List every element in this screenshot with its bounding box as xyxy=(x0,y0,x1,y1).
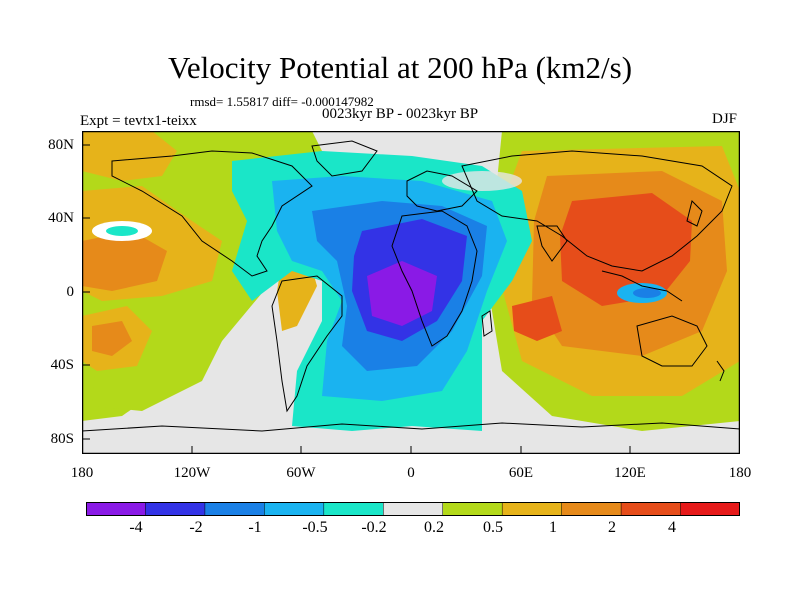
colorbar-cell xyxy=(561,502,622,516)
colorbar-cell xyxy=(680,502,740,516)
colorbar-label: -4 xyxy=(129,519,143,536)
x-label-60e: 60E xyxy=(508,465,534,481)
colorbar-label: 4 xyxy=(668,519,676,536)
colorbar-cell xyxy=(501,502,563,516)
y-label-80s: 80S xyxy=(50,431,74,447)
neutral-patch-europe xyxy=(442,171,522,191)
colorbar-label: -1 xyxy=(248,519,262,536)
colorbar-label: -0.2 xyxy=(361,519,387,536)
contour-1-2-west xyxy=(82,231,167,291)
stats-label: rmsd= 1.55817 diff= -0.000147982 xyxy=(190,94,374,109)
x-label-180e: 180 xyxy=(728,465,752,481)
colorbar-cell xyxy=(204,502,266,516)
contour-2-4-indian xyxy=(512,296,562,341)
colorbar-label: -0.5 xyxy=(302,519,328,536)
period-label: 0023kyr BP - 0023kyr BP xyxy=(322,106,479,122)
y-label-40s: 40S xyxy=(50,357,74,373)
y-label-40n: 40N xyxy=(48,210,74,226)
contour-0-5-northwest xyxy=(82,131,177,181)
contour-2-4-east xyxy=(560,193,692,306)
colorbar-label: 0.2 xyxy=(424,519,444,536)
colorbar-cell xyxy=(86,502,147,516)
deep-patch-indonesia xyxy=(633,288,661,298)
colorbar-cell xyxy=(442,502,503,516)
axis-ticks xyxy=(82,144,631,454)
colorbar-cell xyxy=(383,502,444,516)
x-label-120w: 120W xyxy=(173,465,211,481)
x-label-180w: 180 xyxy=(70,465,94,481)
season-label: DJF xyxy=(712,111,738,127)
world-coastline-map xyxy=(82,140,740,432)
colorbar-cell xyxy=(145,502,206,516)
colorbar-label: 1 xyxy=(549,519,557,536)
contour-1-2-southwest xyxy=(92,321,132,356)
colorbar-label: 2 xyxy=(608,519,616,536)
colorbar-cell xyxy=(264,502,325,516)
y-label-80n: 80N xyxy=(48,137,74,153)
colorbar-cell xyxy=(323,502,385,516)
y-label-0: 0 xyxy=(66,284,75,300)
colorbar-label: 0.5 xyxy=(483,519,503,536)
x-label-60w: 60W xyxy=(286,465,316,481)
x-label-120e: 120E xyxy=(614,465,646,481)
plot-title: Velocity Potential at 200 hPa (km2/s) xyxy=(167,50,633,85)
cyan-patch-northwest xyxy=(106,226,138,236)
velocity-potential-map xyxy=(82,131,740,454)
negative-contour-purple xyxy=(367,261,437,326)
x-label-0: 0 xyxy=(407,465,415,481)
experiment-label: Expt = tevtx1-teixx xyxy=(80,113,197,129)
colorbar xyxy=(86,502,740,516)
colorbar-cell xyxy=(620,502,682,516)
colorbar-label: -2 xyxy=(189,519,203,536)
